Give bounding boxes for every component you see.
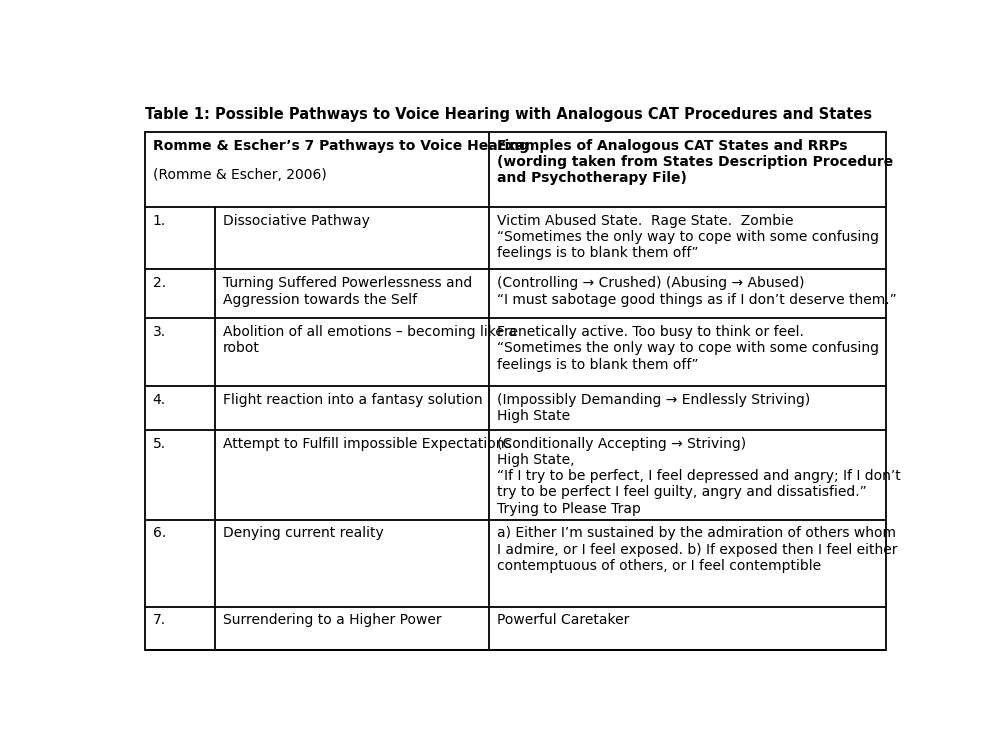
Text: Table 1: Possible Pathways to Voice Hearing with Analogous CAT Procedures and St: Table 1: Possible Pathways to Voice Hear… [144, 108, 871, 122]
Text: Dissociative Pathway: Dissociative Pathway [222, 214, 370, 228]
Text: Frenetically active. Too busy to think or feel.
“Sometimes the only way to cope : Frenetically active. Too busy to think o… [497, 325, 878, 372]
Text: (Impossibly Demanding → Endlessly Striving)
High State: (Impossibly Demanding → Endlessly Strivi… [497, 393, 810, 424]
Text: Surrendering to a Higher Power: Surrendering to a Higher Power [222, 614, 441, 628]
Text: Examples of Analogous CAT States and RRPs
(wording taken from States Description: Examples of Analogous CAT States and RRP… [497, 139, 893, 186]
Text: 7.: 7. [152, 614, 165, 628]
Text: (Conditionally Accepting → Striving)
High State,
“If I try to be perfect, I feel: (Conditionally Accepting → Striving) Hig… [497, 437, 900, 516]
Text: Abolition of all emotions – becoming like a
robot: Abolition of all emotions – becoming lik… [222, 325, 516, 355]
Text: Powerful Caretaker: Powerful Caretaker [497, 614, 629, 628]
Text: Denying current reality: Denying current reality [222, 527, 384, 540]
Text: Attempt to Fulfill impossible Expectations: Attempt to Fulfill impossible Expectatio… [222, 437, 511, 450]
Text: 1.: 1. [152, 214, 165, 228]
Text: Victim Abused State.  Rage State.  Zombie
“Sometimes the only way to cope with s: Victim Abused State. Rage State. Zombie … [497, 214, 878, 260]
Text: 5.: 5. [152, 437, 165, 450]
Text: Flight reaction into a fantasy solution: Flight reaction into a fantasy solution [222, 393, 482, 407]
Text: 3.: 3. [152, 325, 165, 339]
Text: Romme & Escher’s 7 Pathways to Voice Hearing: Romme & Escher’s 7 Pathways to Voice Hea… [152, 139, 528, 153]
Text: Turning Suffered Powerlessness and
Aggression towards the Self: Turning Suffered Powerlessness and Aggre… [222, 276, 472, 306]
Text: (Romme & Escher, 2006): (Romme & Escher, 2006) [152, 168, 326, 183]
Text: 4.: 4. [152, 393, 165, 407]
Text: a) Either I’m sustained by the admiration of others whom
I admire, or I feel exp: a) Either I’m sustained by the admiratio… [497, 527, 897, 573]
Text: (Controlling → Crushed) (Abusing → Abused)
“I must sabotage good things as if I : (Controlling → Crushed) (Abusing → Abuse… [497, 276, 896, 306]
Text: 6.: 6. [152, 527, 165, 540]
Text: 2.: 2. [152, 276, 165, 290]
